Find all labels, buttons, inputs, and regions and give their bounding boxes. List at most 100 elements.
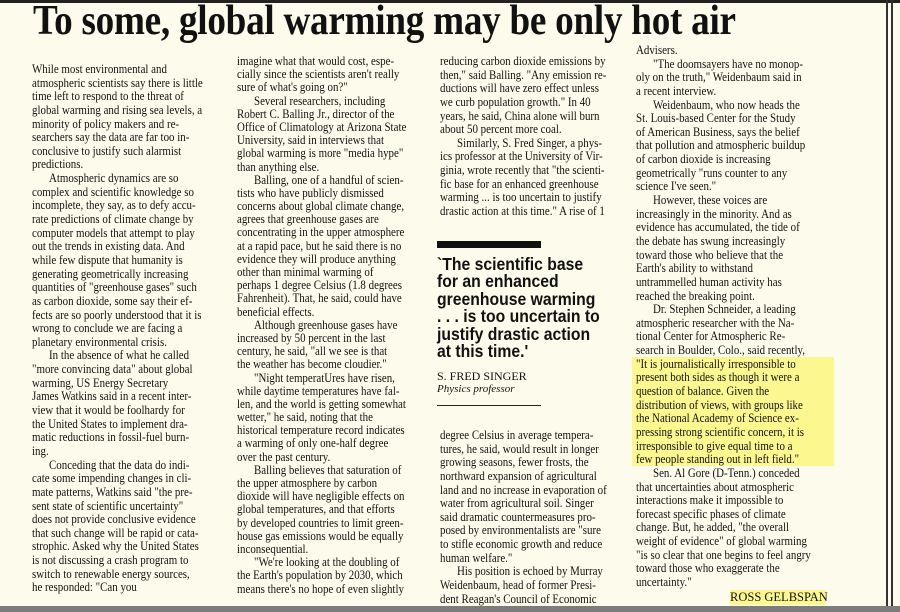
text-line-content: Office of Climatology at Arizona State — [237, 118, 407, 134]
text-line-content: conclusive to justify such alarmist — [32, 142, 182, 158]
text-line-content: the weather has become cloudier." — [237, 356, 387, 372]
text-line: uncertainty." — [636, 575, 844, 589]
text-line-content: geometrically "runs counter to any — [636, 164, 788, 180]
paragraph: Advisers. — [636, 43, 844, 57]
text-line: global temperatures, and that efforts — [237, 502, 439, 515]
text-line: science I've seen." — [636, 179, 844, 193]
paragraph: Balling, one of a handful of scien-tists… — [237, 172, 439, 319]
text-line: matic reductions in fossil-fuel burn- — [32, 430, 235, 444]
article-column-2: imagine what that would cost, espe-ciall… — [237, 54, 439, 595]
text-line: few people standing out in left field." — [636, 452, 834, 466]
text-line-content: weight of evidence" of global warming — [636, 533, 807, 549]
text-line: mate patterns, Watkins said "the pre- — [32, 485, 235, 499]
text-line: global warming and rising sea levels, a — [32, 103, 235, 117]
text-line-content: Similarly, S. Fred Singer, a phys- — [457, 134, 603, 150]
text-line: tures, he said, would result in longer — [440, 441, 639, 456]
text-line: human welfare." — [440, 551, 639, 565]
text-line: St. Louis-based Center for the Study — [636, 111, 844, 125]
text-line-content: that pollution and atmospheric buildup — [636, 137, 806, 153]
text-line-content: to stifle economic growth and reduce — [440, 536, 603, 552]
text-line-content: ing. — [32, 442, 49, 458]
text-line-content: global warming and rising sea levels, a — [32, 101, 203, 117]
text-line: over the past century. — [237, 448, 439, 464]
text-line: that such change will be rapid or cata- — [32, 526, 235, 540]
pull-quote-bottom-rule — [437, 405, 541, 406]
highlighted-quote: "It is journalistically irresponsible to… — [632, 357, 834, 466]
text-line-content: inconsequential. — [237, 540, 309, 556]
text-line-content: historical temperature record indicates — [237, 422, 405, 438]
text-line: "It is journalistically irresponsible to — [636, 357, 834, 371]
text-line: oly on the truth," Weidenbaum said in — [636, 70, 844, 84]
text-line: a recent interview. — [636, 84, 844, 98]
text-line: by developed countries to limit green- — [237, 515, 439, 528]
text-line-content: over the past century. — [237, 448, 331, 464]
text-line: searchers say the data are far too in- — [32, 130, 235, 144]
text-line: cially since the scientists aren't reall… — [237, 67, 439, 80]
text-line-content: Advisers. — [636, 42, 678, 57]
text-line: dent Reagan's Council of Economic — [440, 592, 639, 606]
text-line: "The doomsayers have no monop- — [636, 56, 844, 71]
text-line-content: out the trends in existing data. And — [32, 238, 185, 254]
text-line: Robert C. Balling Jr., director of the — [237, 107, 439, 120]
text-line-content: Atmospheric dynamics are so — [49, 170, 179, 186]
text-line-content: imagine what that would cost, espe- — [237, 53, 395, 68]
text-line: land and no increase in evaporation of — [440, 481, 639, 497]
text-line-content: However, these voices are — [653, 192, 768, 208]
text-line: geometrically "runs counter to any — [636, 166, 844, 180]
text-line-content: irresponsible to give equal time to a — [636, 437, 793, 453]
text-line-content: oly on the truth," Weidenbaum said in — [636, 69, 802, 85]
text-line-content: view that it would be foolhardy for — [32, 402, 185, 418]
text-line-content: reached the breaking point. — [636, 287, 755, 303]
text-line: interactions make it impossible to — [636, 493, 844, 507]
text-line-content: few people standing out in left field." — [636, 451, 800, 467]
text-line-content: complex and scientific knowledge so — [32, 183, 194, 199]
text-line: of American Business, says the belief — [636, 125, 844, 139]
text-line-content: predictions. — [32, 156, 84, 172]
text-line-content: tional Center for Atmospheric Re- — [636, 328, 786, 344]
text-line-content: incomplete, they say, as to defy accu- — [32, 197, 196, 213]
text-line: view that it would be foolhardy for — [32, 403, 235, 417]
text-line: Office of Climatology at Arizona State — [237, 120, 439, 133]
text-line: quantities of "greenhouse gases" such — [32, 280, 235, 294]
text-line-content: that uncertainties about atmospheric — [636, 478, 794, 494]
text-line-content: cially since the scientists aren't reall… — [237, 66, 400, 82]
text-line: concentrating in the upper atmosphere — [237, 225, 439, 238]
paragraph: Atmospheric dynamics are so complex and s… — [32, 171, 235, 348]
text-line-content: other than minimal warming of — [237, 264, 374, 279]
text-line: search in Boulder, Colo., said recently, — [636, 343, 844, 357]
text-line: "We're looking at the doubling of — [237, 555, 439, 568]
frame-right-border — [886, 0, 888, 606]
text-line-content: search in Boulder, Colo., said recently, — [636, 342, 805, 358]
text-line: house gas emissions would be equally — [237, 529, 439, 542]
text-line: ics professor at the University of Vir- — [440, 149, 638, 163]
text-line-content: concentrating in the upper atmosphere — [237, 224, 405, 240]
text-line: Sen. Al Gore (D-Tenn.) conceded — [636, 466, 844, 480]
text-line-content: dioxide will have negligible effects on — [237, 488, 405, 504]
article-column-3-top: reducing carbon dioxide emissions by then… — [440, 54, 638, 218]
text-line-content: land and no increase in evaporation of — [440, 481, 607, 497]
text-line-content: human welfare." — [440, 549, 513, 565]
pull-quote: `The scientific base for an enhanced gre… — [437, 254, 618, 360]
text-line: University, said in interviews that — [237, 133, 439, 146]
text-line: Although greenhouse gases have — [237, 318, 439, 331]
text-line: Advisers. — [636, 43, 844, 57]
paragraph: "The doomsayers have no monop-oly on the… — [636, 56, 844, 98]
paragraph: Balling believes that saturation of the u… — [237, 461, 439, 556]
text-line-content: degree Celsius in average tempera- — [440, 427, 594, 442]
paragraph: "Night temperatUres have risen, while day… — [237, 370, 439, 464]
text-line-content: searchers say the data are far too in- — [32, 129, 190, 145]
pull-quote-line: `The scientific base — [437, 254, 584, 274]
article-column-1: While most environmental and atmospheric … — [32, 62, 235, 594]
text-line-content: beneficial effects. — [237, 303, 315, 319]
text-line: fic base for an enhanced greenhouse — [440, 177, 638, 191]
text-line-content: he responded: "Can you — [32, 579, 137, 595]
text-line: while few dispute that humanity is — [32, 253, 235, 267]
text-line: computer models that attempt to play — [32, 226, 235, 240]
text-line: the United States to implement dra- — [32, 416, 235, 431]
text-line-content: Weidenbaum, who now heads the — [653, 96, 800, 112]
text-line-content: Balling believes that saturation of — [254, 461, 402, 477]
text-line: growing seasons, fewer frosts, the — [440, 455, 639, 469]
text-line: we curb population growth." In 40 — [440, 95, 638, 109]
text-line-content: does not provide conclusive evidence — [32, 511, 196, 527]
text-line-content: atmospheric scientists say there is litt… — [32, 74, 203, 90]
